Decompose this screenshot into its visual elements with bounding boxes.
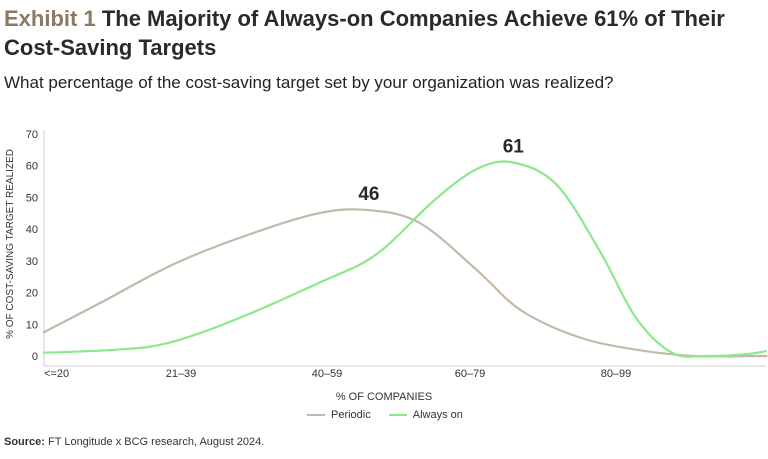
chart-title: Exhibit 1 The Majority of Always-on Comp… [4,4,764,62]
exhibit-label: Exhibit 1 [4,6,96,31]
peak-label-always-on: 61 [503,137,525,158]
y-tick-label: 10 [26,319,38,331]
x-tick-label: 60–79 [455,368,486,380]
source-text: FT Longitude x BCG research, August 2024… [48,436,265,448]
legend-label-always-on: Always on [412,409,463,421]
legend-label-periodic: Periodic [331,409,371,421]
y-axis-title: % OF COST-SAVING TARGET REALIZED [5,149,16,339]
legend-swatch-periodic [307,414,325,416]
peak-label-periodic: 46 [358,184,379,205]
legend-item-always-on: Always on [388,409,463,421]
y-tick-label: 60 [26,161,38,173]
y-tick-label: 20 [26,288,38,300]
x-tick-label: 21–39 [166,368,197,380]
y-tick-label: 30 [26,256,38,268]
legend-item-periodic: Periodic [307,409,371,421]
legend-swatch-always-on [388,414,407,416]
y-tick-label: 70 [26,129,38,141]
chart-subtitle: What percentage of the cost-saving targe… [4,73,614,92]
x-tick-label: 80–99 [601,368,632,380]
y-tick-label: 40 [26,224,38,236]
y-tick-label: 0 [32,351,38,363]
title-text: The Majority of Always-on Companies Achi… [4,6,725,60]
x-axis-title: % OF COMPANIES [336,391,432,403]
source-label: Source: [4,436,45,448]
series-line-periodic [42,208,768,358]
x-tick-label: <=20 [44,368,69,380]
y-tick-label: 50 [26,192,38,204]
source-note: Source: FT Longitude x BCG research, Aug… [4,436,264,448]
chart-legend: Periodic Always on [307,409,475,421]
x-tick-label: 40–59 [312,368,343,380]
series-line-always-on [42,160,768,358]
